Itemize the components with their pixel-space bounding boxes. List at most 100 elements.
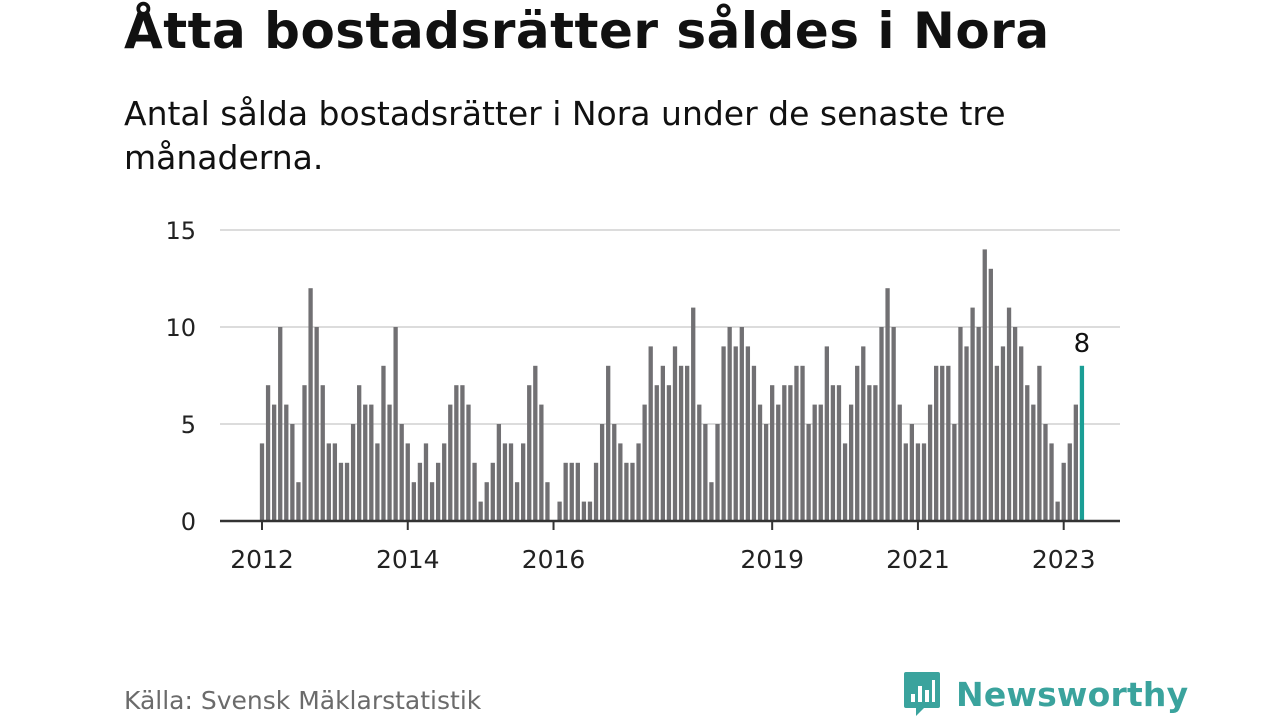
bar [338, 462, 344, 521]
bar [539, 404, 544, 521]
bar [375, 443, 380, 521]
chart-subtitle: Antal sålda bostadsrätter i Nora under d… [124, 94, 1006, 177]
x-tick-label: 2014 [376, 545, 440, 574]
bar [308, 288, 313, 521]
bar [259, 443, 265, 521]
bar [435, 462, 441, 521]
bar [454, 385, 459, 521]
x-tick-label: 2016 [522, 545, 586, 574]
bar [848, 404, 854, 521]
bar [575, 462, 580, 521]
bar [1031, 404, 1036, 521]
bar [958, 327, 963, 521]
bar [733, 346, 738, 521]
bar [745, 346, 751, 521]
highlight-data-label: 8 [1074, 329, 1091, 359]
bar [593, 462, 599, 521]
bar [357, 385, 362, 521]
bar [630, 462, 635, 521]
bar [369, 404, 374, 521]
bar [770, 385, 775, 521]
bar [521, 443, 526, 521]
bar [423, 443, 429, 521]
bar [1043, 424, 1048, 521]
bar [903, 443, 908, 521]
bar [660, 365, 665, 521]
x-tick-label: 2021 [886, 545, 950, 574]
bar [478, 501, 483, 521]
bar [739, 327, 744, 521]
bar [405, 443, 410, 521]
bar [290, 424, 295, 521]
bar [867, 385, 872, 521]
bar [460, 385, 465, 521]
bar [587, 501, 593, 521]
bar [879, 327, 884, 521]
bar [284, 404, 289, 521]
bar [685, 365, 690, 521]
bar [678, 365, 684, 521]
bars [259, 249, 1085, 521]
bar [964, 346, 969, 521]
axes: 0 5 10 15 8 2012 2014 2016 2019 2021 2023 [165, 217, 1120, 574]
bar [296, 482, 301, 521]
bar [909, 424, 915, 521]
bar [988, 268, 993, 521]
bar [381, 365, 386, 521]
bar [399, 424, 404, 521]
bar [302, 385, 307, 521]
bar [1049, 443, 1054, 521]
bar [314, 327, 319, 521]
bar [818, 404, 823, 521]
bar [563, 462, 568, 521]
bar [648, 346, 653, 521]
bar [387, 404, 392, 521]
bar [411, 482, 416, 521]
bar [265, 385, 271, 521]
bar [842, 443, 848, 521]
bar [812, 404, 817, 521]
bar [885, 288, 890, 521]
bar [897, 404, 902, 521]
bar [624, 462, 629, 521]
y-tick-label: 10 [165, 314, 196, 342]
bar [794, 365, 799, 521]
y-tick-label: 15 [165, 217, 196, 245]
bar [1019, 346, 1024, 521]
bar [873, 385, 878, 521]
bar [278, 327, 283, 521]
bar [1025, 385, 1030, 521]
bar [606, 365, 611, 521]
bar [1000, 346, 1006, 521]
bar [1055, 501, 1060, 521]
brand-name: Newsworthy [956, 674, 1189, 714]
bar [350, 424, 356, 521]
bar [800, 365, 805, 521]
bar [709, 482, 714, 521]
bar [672, 346, 678, 521]
bar-chart: 0 5 10 15 8 2012 2014 2016 2019 2021 2023 [165, 217, 1120, 574]
bar [946, 365, 951, 521]
bar [654, 385, 659, 521]
y-tick-label: 5 [181, 411, 196, 439]
bar [861, 346, 866, 521]
bar-highlight [1079, 365, 1085, 521]
bar [788, 385, 793, 521]
bar [484, 482, 489, 521]
bar [994, 365, 1000, 521]
bar [806, 424, 811, 521]
bar [344, 462, 350, 521]
bar [1061, 462, 1066, 521]
source-note: Källa: Svensk Mäklarstatistik [124, 686, 482, 715]
bar [703, 424, 708, 521]
bar [496, 424, 502, 521]
bar [545, 482, 550, 521]
bar [490, 462, 495, 521]
y-tick-label: 0 [181, 508, 196, 536]
bar [1073, 404, 1078, 521]
bar [1037, 365, 1042, 521]
bar [429, 482, 435, 521]
bar [855, 365, 860, 521]
bar [363, 404, 368, 521]
bar [618, 443, 623, 521]
